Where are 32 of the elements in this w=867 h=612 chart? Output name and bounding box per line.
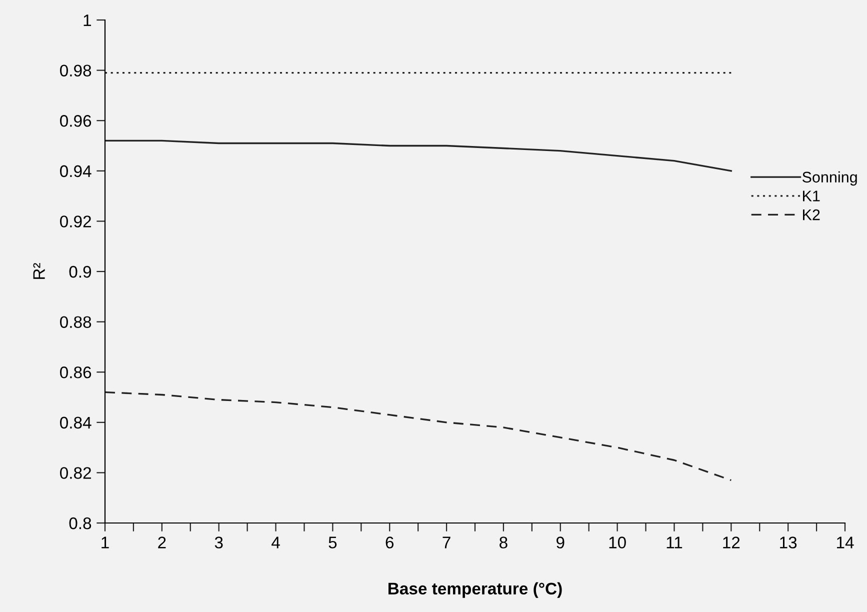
y-tick-label: 0.94 [60, 165, 92, 178]
x-tick-label: 2 [158, 536, 166, 548]
y-tick-label: 0.92 [60, 216, 91, 228]
legend-label: Sonning [802, 171, 857, 186]
y-tick-label: 0.8 [69, 517, 92, 530]
x-tick-label: 4 [272, 536, 280, 548]
legend-label: K1 [803, 190, 820, 202]
y-tick-label: 0.86 [60, 366, 92, 378]
x-tick-label: 13 [780, 536, 797, 548]
y-tick-label: 1 [84, 14, 91, 26]
x-tick-label: 14 [837, 536, 854, 548]
x-tick-label: 5 [328, 536, 337, 548]
x-tick-label: 12 [723, 536, 740, 548]
x-tick-label: 7 [442, 536, 450, 548]
y-tick-label: 0.84 [60, 416, 92, 429]
y-tick-label: 0.96 [60, 115, 92, 127]
y-tick-label: 0.98 [60, 64, 92, 77]
x-tick-label: 8 [500, 536, 508, 548]
y-tick-label: 0.88 [60, 316, 92, 328]
x-tick-label: 11 [666, 536, 682, 548]
x-axis-title: Base temperature (°C) [388, 582, 562, 598]
x-tick-label: 10 [609, 536, 626, 548]
x-tick-label: 3 [214, 536, 223, 548]
y-axis-title: R² [33, 263, 45, 279]
line-series [105, 391, 732, 482]
y-tick-label: 0.82 [60, 467, 91, 479]
x-tick-label: 9 [556, 536, 564, 548]
legend-label: K2 [803, 209, 820, 220]
x-tick-label: 6 [386, 536, 394, 548]
line-series [105, 140, 732, 172]
x-tick-label: 1 [102, 536, 109, 548]
y-tick-label: 0.9 [69, 266, 92, 278]
